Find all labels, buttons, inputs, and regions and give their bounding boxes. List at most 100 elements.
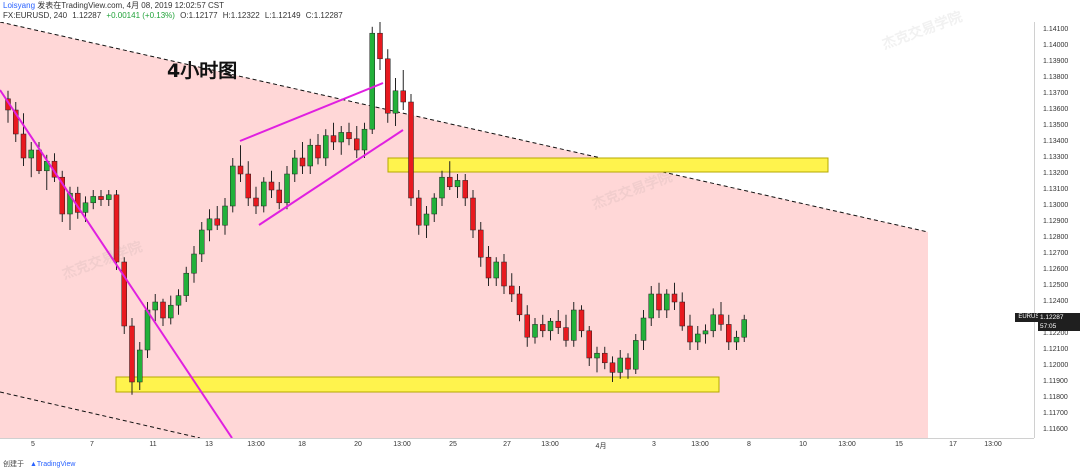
- candle-body: [648, 293, 654, 319]
- price-tick-label: 1.12900: [1043, 218, 1069, 225]
- last-price: 1.12287: [72, 11, 102, 20]
- candle-body: [268, 181, 275, 191]
- candle-body: [547, 320, 554, 332]
- price-tick-label: 1.12500: [1043, 282, 1069, 289]
- candle-body: [245, 173, 251, 199]
- candle-body: [687, 325, 693, 343]
- price-tick-label: 1.13500: [1043, 122, 1069, 129]
- candle-body: [59, 176, 65, 215]
- price-tick-label: 1.12000: [1043, 362, 1069, 369]
- ohlc-high: H:1.12322: [222, 11, 260, 20]
- time-tick-label: 7: [90, 441, 94, 448]
- candle-body: [82, 202, 89, 213]
- chart-canvas[interactable]: [0, 22, 1034, 438]
- candle-body: [625, 357, 631, 370]
- time-tick-label: 27: [503, 441, 511, 448]
- candle-body: [540, 324, 546, 332]
- resistance-zone: [387, 157, 829, 173]
- candle-body: [13, 109, 19, 135]
- tradingview-logo-icon[interactable]: ▲TradingView: [29, 461, 76, 468]
- candle-body: [377, 32, 383, 60]
- candle-body: [354, 138, 360, 151]
- candle-body: [594, 352, 600, 359]
- time-tick-label: 13:00: [393, 441, 411, 448]
- countdown-tag: 57:05: [1038, 322, 1080, 331]
- candle-body: [656, 293, 662, 311]
- channel-upper-line: [0, 22, 929, 233]
- price-tick-label: 1.11700: [1043, 410, 1068, 417]
- time-tick-label: 15: [895, 441, 903, 448]
- price-tick-label: 1.13100: [1043, 186, 1069, 193]
- candle-body: [98, 196, 104, 200]
- footer: 创建于 ▲TradingView: [3, 459, 75, 469]
- price-tick-label: 1.13600: [1043, 106, 1069, 113]
- price-tick-label: 1.13900: [1043, 58, 1069, 65]
- candle-body: [408, 101, 414, 199]
- last-price-tag-value: 1.12287: [1040, 314, 1064, 321]
- last-price-tag: 1.12287: [1038, 313, 1080, 322]
- price-tick-label: 1.13800: [1043, 74, 1069, 81]
- time-axis-line: [0, 438, 1034, 439]
- candle-body: [695, 333, 701, 343]
- price-axis[interactable]: 1.14100 1.14000 1.13900 1.13800 1.13700 1.136…: [1034, 22, 1080, 438]
- candle-body: [524, 314, 530, 338]
- footer-created-label: 创建于: [3, 461, 24, 468]
- candle-body: [299, 157, 306, 167]
- time-tick-label: 13:00: [691, 441, 709, 448]
- price-tick-label: 1.12400: [1043, 298, 1069, 305]
- candle-body: [330, 135, 337, 143]
- symbol-interval: FX:EURUSD, 240: [3, 11, 68, 20]
- price-tick-label: 1.14000: [1043, 42, 1069, 49]
- candle-body: [183, 272, 189, 296]
- chart-header: Loisyang 发表在TradingView.com, 4月 08, 2019…: [3, 1, 346, 21]
- price-tick-label: 1.13200: [1043, 170, 1069, 177]
- candle-body: [633, 340, 639, 370]
- time-tick-label: 13:00: [984, 441, 1002, 448]
- candle-body: [431, 197, 437, 215]
- channel-lower-line: [0, 391, 201, 438]
- candle-body: [493, 261, 499, 279]
- candle-body: [602, 352, 608, 364]
- time-tick-label: 18: [298, 441, 306, 448]
- candle-body: [478, 229, 484, 258]
- candle-body: [462, 180, 468, 199]
- candle-body: [284, 173, 290, 204]
- time-tick-label: 8: [747, 441, 751, 448]
- candle-body: [416, 197, 422, 226]
- candle-body: [392, 90, 399, 114]
- timeframe-annotation: 4小时图: [167, 60, 238, 82]
- candle-body: [516, 293, 523, 316]
- price-tick-label: 1.12100: [1043, 346, 1069, 353]
- author-name[interactable]: Loisyang: [3, 1, 36, 10]
- price-tick-label: 1.13400: [1043, 138, 1069, 145]
- price-tick-label: 1.12800: [1043, 234, 1069, 241]
- price-tick-label: 1.13700: [1043, 90, 1069, 97]
- candle-body: [361, 128, 368, 151]
- candle-body: [315, 144, 321, 159]
- time-tick-label: 17: [949, 441, 957, 448]
- candle-body: [276, 189, 282, 204]
- tradingview-brand: TradingView: [36, 461, 76, 468]
- candle-body: [532, 324, 538, 338]
- candle-body: [671, 293, 678, 303]
- candle-body: [230, 165, 236, 207]
- candle-body: [346, 132, 352, 140]
- candle-body: [292, 157, 298, 175]
- candle-body: [385, 58, 391, 114]
- candle-body: [253, 197, 259, 207]
- candle-body: [447, 176, 453, 188]
- published-info: 发表在TradingView.com, 4月 08, 2019 12:02:57…: [37, 1, 225, 10]
- candle-body: [36, 149, 42, 172]
- candle-body: [152, 301, 158, 311]
- candle-body: [726, 324, 732, 343]
- candle-body: [168, 304, 174, 319]
- candle-body: [423, 213, 430, 226]
- candle-body: [509, 285, 515, 295]
- candle-body: [121, 261, 127, 327]
- candle-body: [741, 319, 747, 338]
- candle-body: [338, 132, 344, 143]
- chart-area[interactable]: [0, 22, 1034, 438]
- candle-body: [261, 181, 267, 207]
- candle-body: [237, 165, 244, 175]
- time-tick-label: 20: [354, 441, 362, 448]
